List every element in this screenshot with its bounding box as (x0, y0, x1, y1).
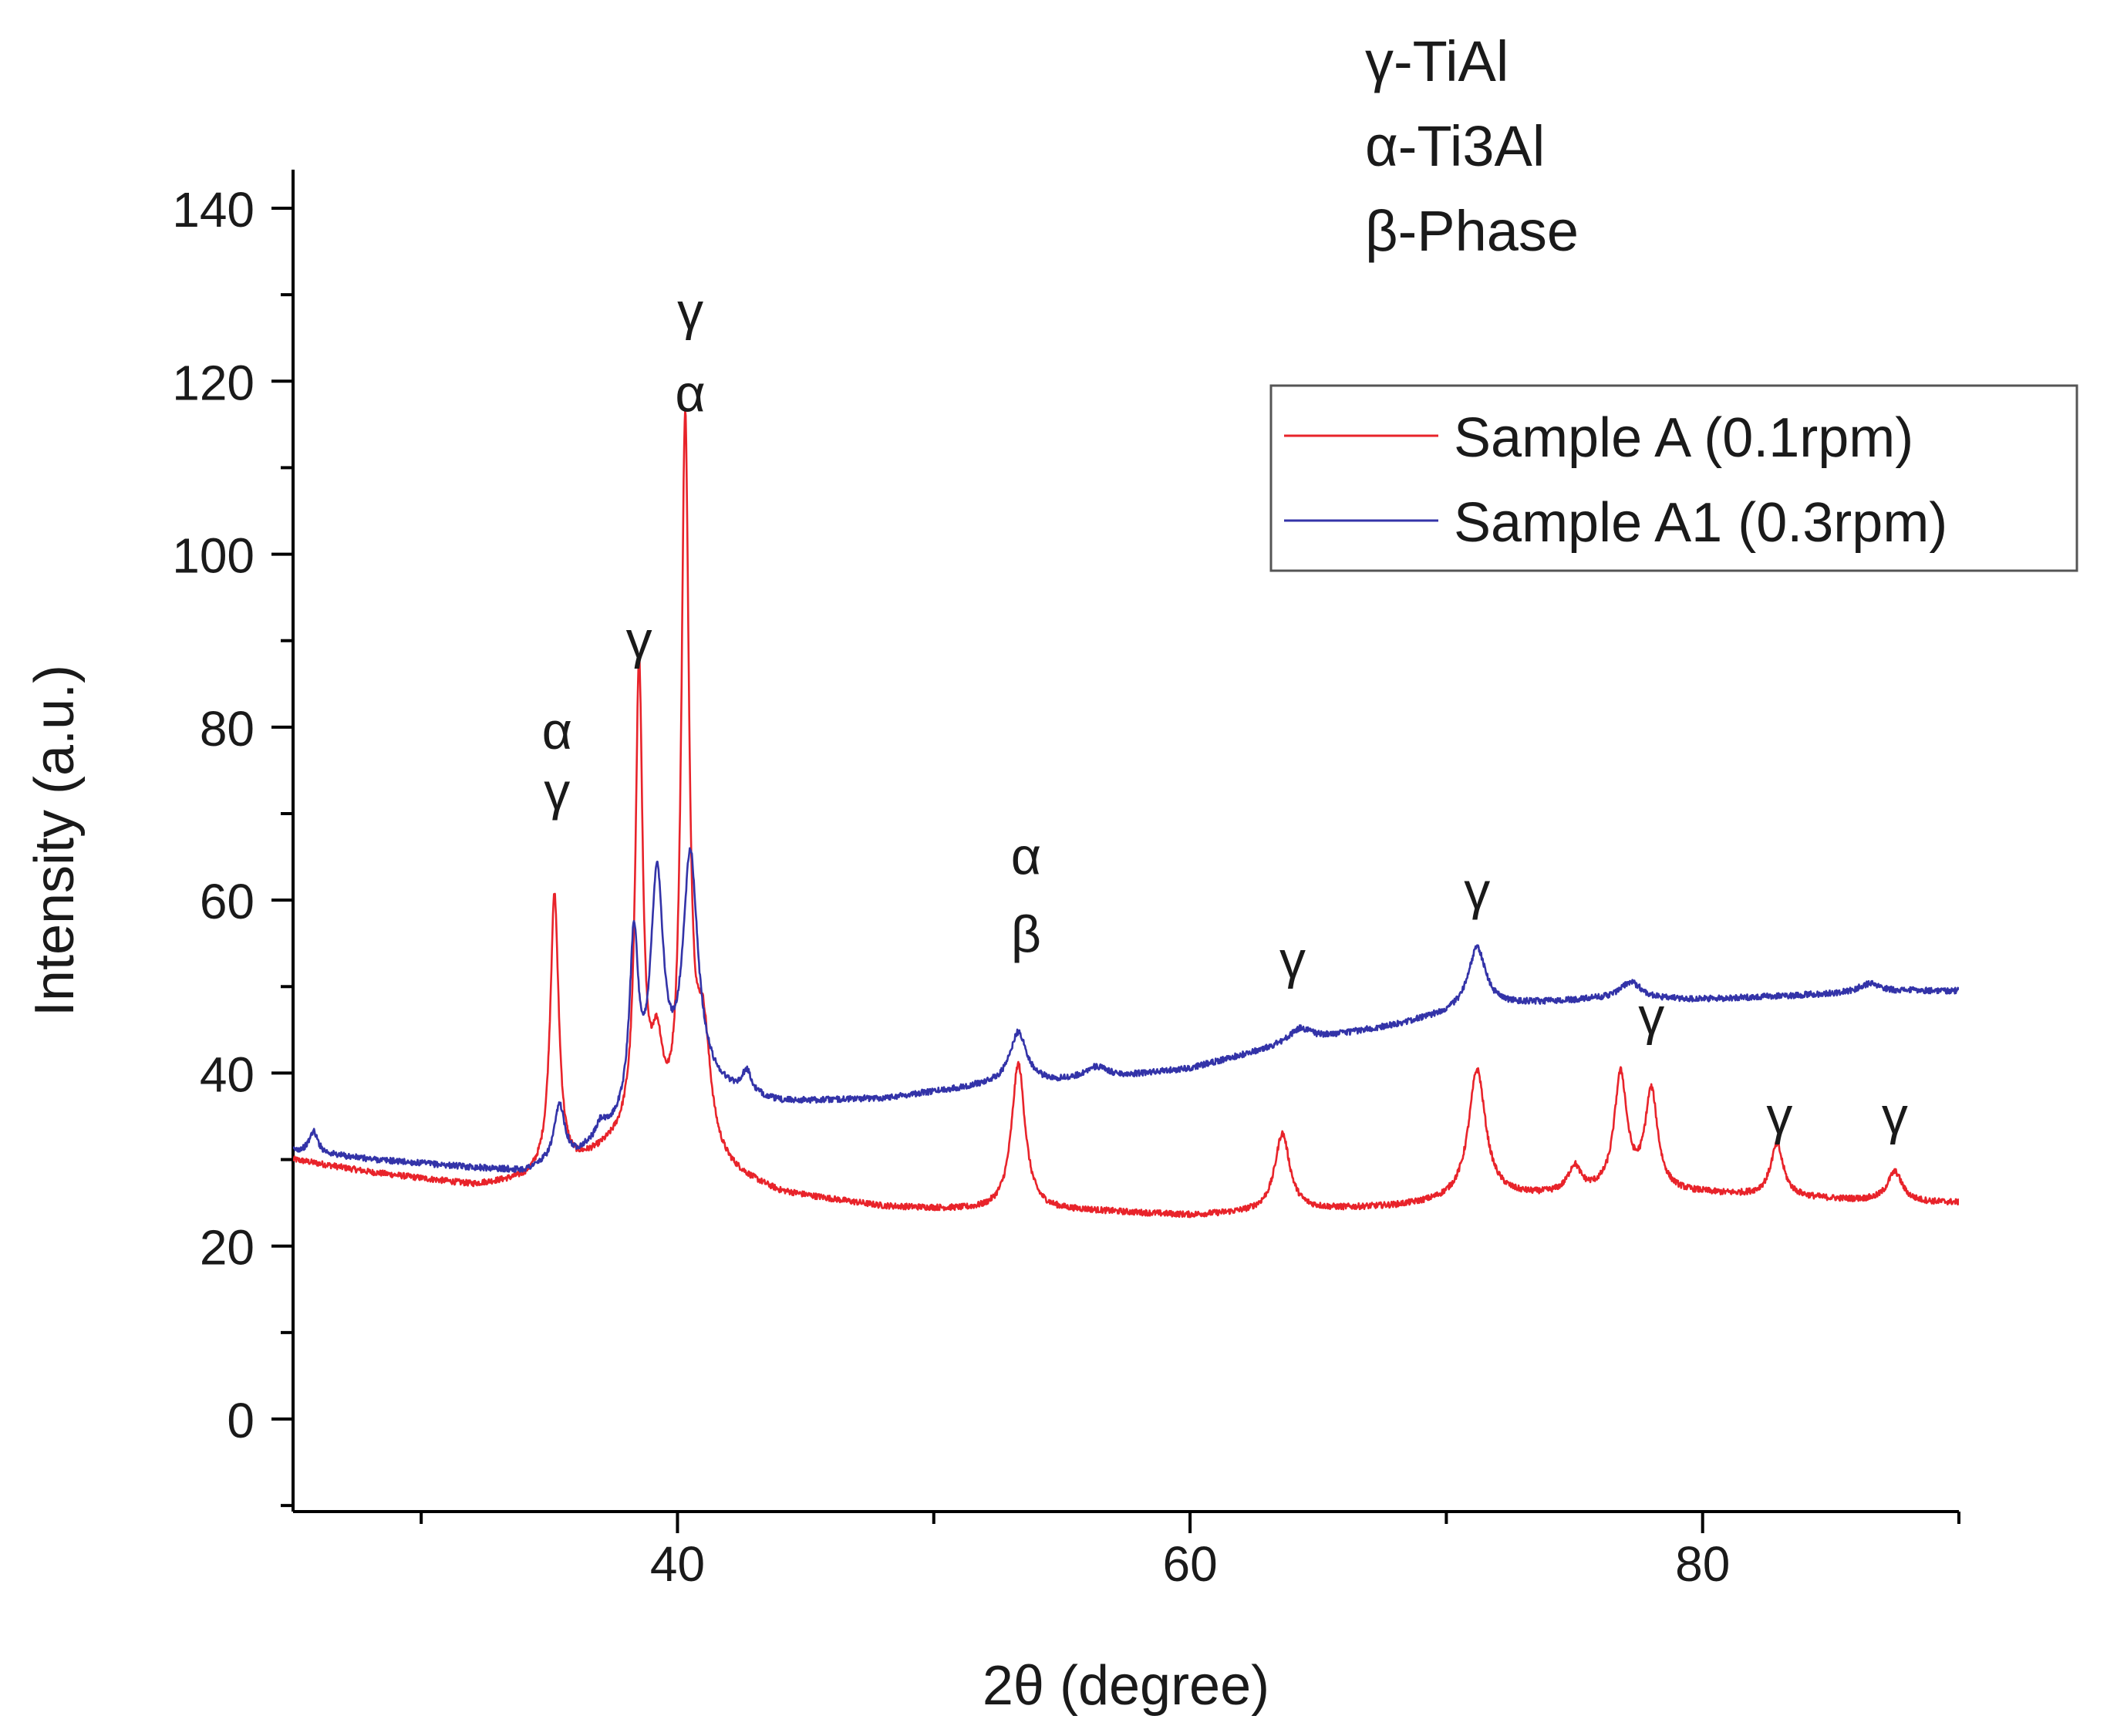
y-tick-label: 100 (172, 528, 255, 584)
peak-annotation: γ (1279, 931, 1306, 989)
y-tick-label: 60 (200, 874, 255, 929)
peak-annotation: γ (1882, 1087, 1908, 1145)
y-tick-label: 20 (200, 1220, 255, 1276)
y-axis-label: Intensity (a.u.) (24, 665, 86, 1016)
x-axis-label: 2θ (degree) (983, 1655, 1269, 1717)
legend-box (1269, 384, 2078, 572)
peak-annotation: γ (1766, 1087, 1792, 1145)
phase-key: γ-TiAl α-Ti3Al β-Phase (1365, 29, 1579, 263)
peak-annotation: γ (1638, 987, 1664, 1046)
phase-key-gamma: γ-TiAl (1365, 29, 1509, 93)
peak-annotation: α (1011, 828, 1041, 886)
y-tick-label: 120 (172, 355, 255, 410)
peak-annotation: γ (677, 282, 703, 341)
y-tick-label: 140 (172, 182, 255, 238)
peak-annotation: γ (1464, 861, 1490, 920)
x-tick-label: 40 (650, 1536, 705, 1592)
legend: Sample A (0.1rpm) Sample A1 (0.3rpm) (1269, 384, 2078, 572)
phase-key-alpha: α-Ti3Al (1365, 114, 1545, 178)
legend-label-sample-a: Sample A (0.1rpm) (1454, 407, 1913, 469)
peak-annotation: γ (544, 762, 570, 821)
y-tick-label: 40 (200, 1047, 255, 1102)
y-tick-label: 0 (227, 1393, 255, 1448)
y-tick-label: 80 (200, 701, 255, 757)
x-tick-label: 60 (1162, 1536, 1217, 1592)
peak-annotation: α (542, 702, 572, 760)
peak-annotation: α (675, 365, 705, 423)
x-tick-label: 80 (1675, 1536, 1730, 1592)
peak-annotation: β (1011, 905, 1041, 963)
phase-key-beta: β-Phase (1365, 199, 1579, 263)
series-line-sample-a1 (293, 847, 1959, 1173)
peak-annotation: γ (626, 611, 652, 669)
legend-label-sample-a1: Sample A1 (0.3rpm) (1454, 492, 1947, 554)
